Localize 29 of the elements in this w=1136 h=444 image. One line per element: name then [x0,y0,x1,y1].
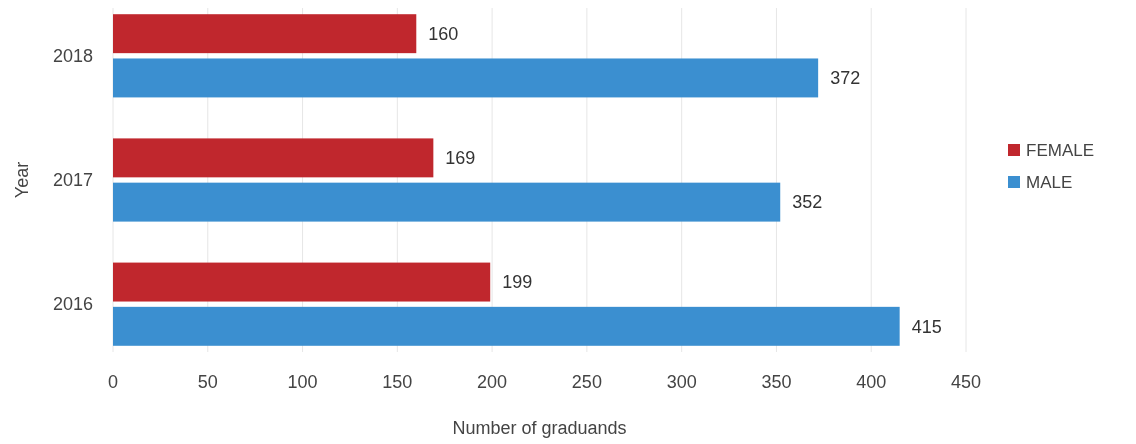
bar [113,306,900,346]
legend-label: MALE [1026,172,1073,192]
data-label: 352 [792,192,823,213]
bar [113,58,819,98]
x-tick-label: 50 [197,372,218,392]
x-tick-label: 150 [382,372,413,392]
legend-label: FEMALE [1026,140,1095,160]
x-tick-label: 0 [107,372,119,392]
data-label: 415 [911,316,942,337]
bar [113,262,491,302]
y-tick-label: 2018 [52,46,93,67]
x-tick-label: 350 [761,372,792,392]
x-tick-label: 250 [571,372,602,392]
bar [113,14,417,54]
bar [113,182,781,222]
x-tick-label: 300 [666,372,697,392]
x-tick-label: 400 [856,372,887,392]
data-label: 372 [830,68,861,89]
x-axis-title: Number of graduands [452,418,627,438]
bar [113,138,434,178]
x-tick-label: 200 [477,372,508,392]
data-label: 199 [502,272,533,293]
x-tick-label: 450 [950,372,982,392]
y-tick-label: 2016 [52,294,93,315]
y-tick-label: 2017 [52,170,93,191]
x-tick-label: 100 [287,372,318,392]
y-axis-title: Year [12,161,32,199]
data-label: 169 [445,148,476,169]
data-label: 160 [428,23,459,44]
